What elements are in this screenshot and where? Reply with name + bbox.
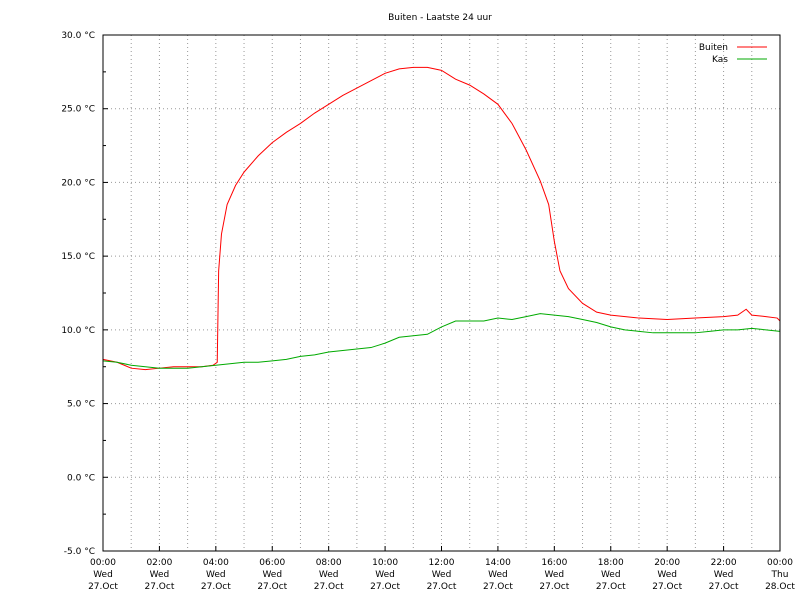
y-tick-label: 5.0 °C xyxy=(67,400,95,410)
y-tick-label: 30.0 °C xyxy=(61,31,95,41)
x-tick-time-label: 20:00 xyxy=(654,558,680,568)
x-tick-date-label: 27.Oct xyxy=(709,582,739,592)
x-tick-time-label: 18:00 xyxy=(598,558,624,568)
legend-label-buiten: Buiten xyxy=(699,43,728,53)
x-tick-time-label: 22:00 xyxy=(711,558,737,568)
y-tick-label: 25.0 °C xyxy=(61,105,95,115)
legend-label-kas: Kas xyxy=(712,55,728,65)
x-tick-date-label: 27.Oct xyxy=(427,582,457,592)
x-tick-date-label: 27.Oct xyxy=(652,582,682,592)
y-tick-label: -5.0 °C xyxy=(64,547,95,557)
x-tick-time-label: 00:00 xyxy=(90,558,116,568)
x-tick-date-label: 27.Oct xyxy=(257,582,287,592)
x-tick-day-label: Wed xyxy=(657,570,677,580)
x-tick-day-label: Wed xyxy=(375,570,395,580)
x-tick-day-label: Wed xyxy=(206,570,226,580)
x-tick-time-label: 02:00 xyxy=(146,558,172,568)
x-tick-date-label: 27.Oct xyxy=(201,582,231,592)
x-tick-day-label: Wed xyxy=(714,570,734,580)
x-tick-time-label: 06:00 xyxy=(259,558,285,568)
x-axis: 00:00 Wed 27.Oct 02:00 Wed 27.Oct 04:00 Wed 27.O… xyxy=(88,546,795,592)
x-tick-date-label: 27.Oct xyxy=(314,582,344,592)
x-tick-day-label: Wed xyxy=(319,570,339,580)
x-tick-day-label: Wed xyxy=(601,570,621,580)
y-tick-label: 10.0 °C xyxy=(61,326,95,336)
series-lines xyxy=(102,66,781,371)
y-tick-label: 15.0 °C xyxy=(61,252,95,262)
plot-frame xyxy=(102,34,781,552)
x-tick-day-label: Wed xyxy=(488,570,508,580)
series-line-kas xyxy=(102,313,781,369)
x-tick-date-label: 27.Oct xyxy=(144,582,174,592)
x-tick-day-label: Wed xyxy=(150,570,170,580)
x-tick-day-label: Wed xyxy=(93,570,113,580)
x-tick-date-label: 27.Oct xyxy=(596,582,626,592)
x-tick-time-label: 08:00 xyxy=(316,558,342,568)
y-tick-label: 20.0 °C xyxy=(61,178,95,188)
legend: Buiten Kas xyxy=(699,43,767,65)
x-tick-time-label: 10:00 xyxy=(372,558,398,568)
grid-lines xyxy=(103,35,780,551)
x-tick-date-label: 27.Oct xyxy=(539,582,569,592)
x-tick-time-label: 12:00 xyxy=(429,558,455,568)
x-tick-date-label: 27.Oct xyxy=(370,582,400,592)
x-tick-time-label: 04:00 xyxy=(203,558,229,568)
x-tick-date-label: 28.Oct xyxy=(765,582,795,592)
chart-title: Buiten - Laatste 24 uur xyxy=(388,13,492,23)
y-tick-label: 0.0 °C xyxy=(67,473,95,483)
x-tick-day-label: Wed xyxy=(432,570,452,580)
x-tick-date-label: 27.Oct xyxy=(483,582,513,592)
x-tick-date-label: 27.Oct xyxy=(88,582,118,592)
x-tick-time-label: 14:00 xyxy=(485,558,511,568)
x-tick-time-label: 16:00 xyxy=(541,558,567,568)
x-tick-day-label: Wed xyxy=(545,570,565,580)
series-line-buiten xyxy=(102,66,781,371)
x-tick-time-label: 00:00 xyxy=(767,558,793,568)
x-tick-day-label: Thu xyxy=(771,570,789,580)
x-tick-day-label: Wed xyxy=(262,570,282,580)
